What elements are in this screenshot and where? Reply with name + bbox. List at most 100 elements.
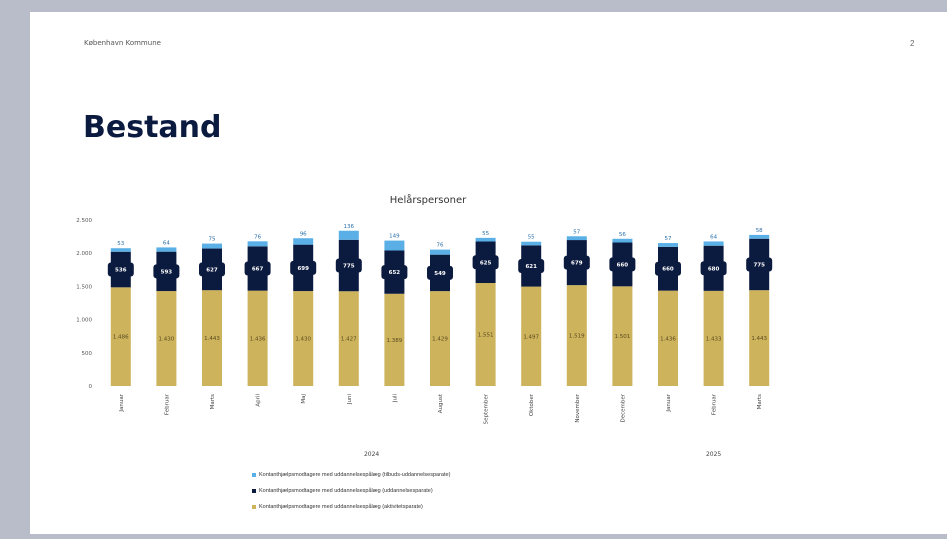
data-label: 1.433	[706, 336, 722, 342]
bar-segment	[430, 249, 450, 255]
bar-segment	[202, 243, 222, 249]
bar-segment	[749, 234, 770, 239]
data-label-box	[290, 260, 317, 275]
bar-segment	[247, 290, 268, 386]
bar-segment	[612, 286, 633, 386]
x-tick-label: August	[438, 393, 444, 413]
data-label-box	[427, 265, 453, 280]
slide: København Kommune 2 Bestand Helårsperson…	[30, 12, 947, 534]
bar-segment	[338, 291, 359, 386]
data-label: 57	[665, 236, 672, 242]
data-label: 76	[254, 234, 261, 240]
data-label-box	[563, 255, 590, 270]
data-label: 75	[209, 237, 216, 243]
chart-area: Helårspersoner 0 500 1.000 1.500 2.000 2.500 1.…	[30, 12, 947, 534]
data-label: 1.497	[523, 334, 539, 340]
bar-segment	[384, 293, 405, 386]
bar-segment	[521, 286, 542, 386]
bar-segment	[475, 237, 496, 242]
data-label: 58	[756, 228, 763, 234]
data-label: 64	[710, 234, 717, 240]
data-label-box	[107, 262, 134, 277]
bar-segment	[612, 238, 633, 243]
data-label: 536	[115, 268, 127, 274]
bar-segment	[430, 291, 450, 386]
legend-item-tan: Kontanthjælpsmodtagere med uddannelsespå…	[252, 499, 450, 515]
bar-segment	[110, 287, 131, 386]
legend-label: Kontanthjælpsmodtagere med uddannelsespå…	[259, 504, 423, 510]
x-tick-label: Marts	[210, 394, 216, 410]
bar-segment	[156, 247, 177, 252]
data-label: 660	[617, 262, 629, 268]
bar-segment	[293, 238, 314, 245]
data-label-box	[609, 257, 636, 272]
x-tick-label: December	[620, 393, 626, 422]
data-label: 64	[163, 240, 170, 246]
data-label: 593	[161, 269, 173, 275]
y-tick-label: 1.500	[76, 284, 92, 290]
bar-segment	[658, 290, 678, 386]
page-number: 2	[910, 39, 915, 48]
x-tick-label: Oktober	[529, 393, 535, 416]
y-tick-label: 1.000	[76, 318, 92, 324]
bar-segment	[338, 230, 359, 240]
data-label: 1.519	[569, 334, 585, 340]
data-label-box	[244, 261, 271, 276]
data-label: 1.443	[204, 336, 220, 342]
data-label-box	[655, 261, 681, 276]
data-label-box	[746, 257, 773, 272]
x-tick-label: Februar	[164, 393, 170, 415]
data-label: 1.436	[250, 336, 266, 342]
data-label: 55	[528, 235, 535, 241]
data-label-box	[153, 264, 180, 279]
bar-segment	[566, 236, 587, 241]
data-label-box	[518, 258, 545, 273]
data-label: 136	[344, 224, 355, 230]
data-label: 76	[437, 243, 444, 249]
data-label: 96	[300, 231, 307, 237]
x-tick-label: April	[256, 394, 262, 407]
data-label: 775	[753, 262, 765, 268]
data-label: 699	[297, 266, 309, 272]
page-title: Bestand	[83, 110, 222, 145]
chart-title: Helårspersoner	[390, 193, 467, 206]
x-tick-label: Juni	[347, 394, 353, 406]
x-tick-label: Februar	[712, 393, 718, 415]
data-label-box	[381, 265, 408, 280]
bar-segment	[202, 290, 222, 386]
data-label-box	[199, 262, 225, 277]
chart-legend: Kontanthjælpsmodtagere med uddannelsespå…	[252, 467, 450, 515]
bar-segment	[247, 241, 268, 247]
data-label-box	[335, 258, 362, 273]
data-label: 149	[389, 234, 400, 240]
data-label: 1.427	[341, 337, 357, 343]
x-tick-label: Januar	[119, 393, 125, 412]
y-tick-label: 500	[82, 351, 93, 357]
data-label: 55	[482, 231, 489, 237]
data-label: 1.429	[432, 337, 448, 343]
legend-label: Kontanthjælpsmodtagere med uddannelsespå…	[259, 472, 451, 478]
legend-item-navy: Kontanthjælpsmodtagere med uddannelsespå…	[252, 483, 450, 499]
data-label: 1.389	[387, 338, 403, 344]
data-label: 680	[708, 266, 720, 272]
x-tick-label: September	[484, 393, 490, 424]
bar-segment	[749, 290, 770, 386]
year-label: 2025	[706, 451, 721, 458]
data-label: 56	[619, 232, 626, 238]
data-label-box	[700, 261, 727, 276]
data-label: 621	[525, 264, 537, 270]
stacked-bar-chart: Helårspersoner 0 500 1.000 1.500 2.000 2.500 1.…	[76, 193, 773, 458]
data-label: 1.436	[660, 336, 676, 342]
data-label: 53	[117, 241, 124, 247]
data-label-box	[472, 255, 499, 270]
bar-segment	[703, 241, 724, 246]
bar-segment	[521, 241, 542, 246]
x-tick-label: Juli	[392, 394, 398, 404]
data-label: 660	[662, 267, 674, 273]
legend-swatch-lightblue	[252, 473, 256, 477]
legend-swatch-tan	[252, 505, 256, 509]
x-tick-label: Maj	[301, 394, 307, 404]
x-tick-label: November	[575, 393, 581, 422]
year-label: 2024	[364, 451, 379, 458]
bar-segment	[384, 240, 405, 251]
